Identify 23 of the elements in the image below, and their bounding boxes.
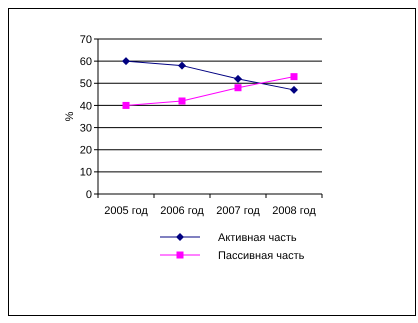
point — [178, 62, 186, 70]
legend-label: Пассивная часть — [218, 250, 305, 262]
point — [290, 73, 298, 80]
point — [122, 102, 130, 109]
y-tick-label: 50 — [80, 78, 92, 90]
x-tick-label: 2006 год — [160, 205, 204, 217]
x-tick-label: 2005 год — [104, 205, 148, 217]
y-tick-label: 0 — [86, 188, 92, 201]
point — [234, 84, 242, 92]
y-tick-label: 60 — [80, 56, 92, 68]
y-tick-label: 10 — [80, 166, 92, 179]
y-tick-label: 70 — [80, 34, 92, 46]
point — [234, 74, 242, 83]
point — [122, 57, 130, 66]
point — [290, 86, 298, 94]
y-tick-label: 30 — [80, 122, 92, 134]
y-axis-title: % — [64, 111, 76, 122]
y-tick-label: 20 — [80, 144, 92, 157]
y-tick-label: 40 — [80, 100, 92, 112]
point — [178, 98, 186, 104]
x-tick-label: 2007 год — [216, 205, 260, 217]
legend-label: Активная часть — [218, 232, 297, 244]
x-tick-label: 2008 год — [272, 205, 316, 217]
